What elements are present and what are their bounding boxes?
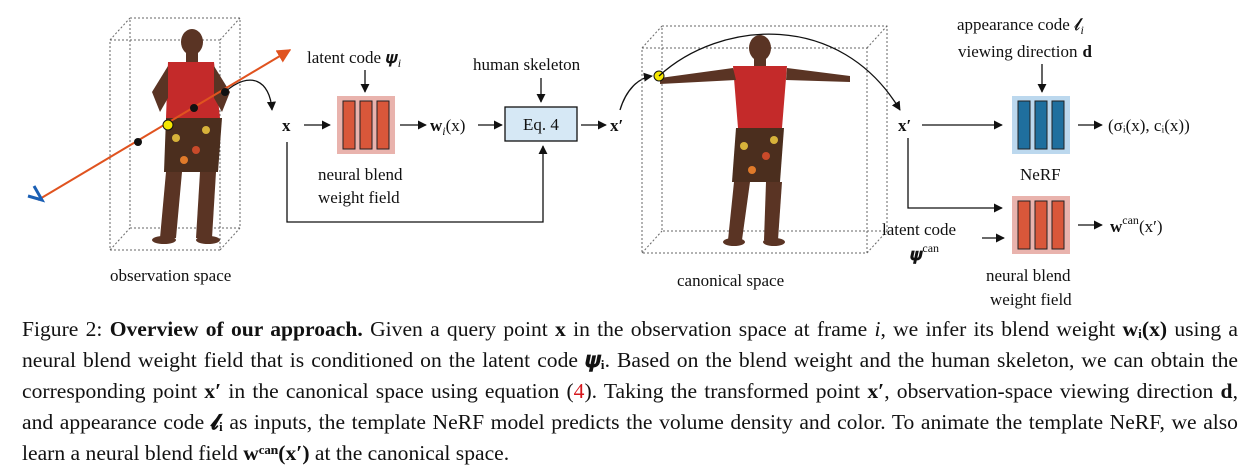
- svg-text:wcan(x′): wcan(x′): [1110, 213, 1162, 236]
- nbwf2-label-line1: neural blend: [986, 266, 1071, 285]
- blend-weight-subscript: i: [442, 124, 445, 138]
- wcan-arg: (x′): [1139, 217, 1163, 236]
- latent-code-can-line1: latent code: [882, 220, 956, 239]
- observation-bounding-box: [109, 17, 241, 251]
- caption-text-10: as inputs, the template NeRF model predi…: [22, 410, 1238, 465]
- wcan-superscript: can: [1122, 213, 1139, 227]
- caption-text-2: in the observation space at frame: [573, 317, 868, 341]
- right-x-prime: x′: [898, 116, 911, 135]
- viewing-direction-label: viewing direction: [958, 42, 1078, 61]
- observation-space-label: observation space: [110, 266, 231, 285]
- svg-text:wi(x): wi(x): [430, 116, 465, 138]
- caption-text-1: Given a query point: [370, 317, 548, 341]
- neural-blend-weight-field-block: [337, 96, 395, 154]
- latent-code-can-superscript: can: [922, 241, 939, 255]
- blend-weight-arg: (x): [446, 116, 466, 135]
- method-overview-diagram: observation space x latent code 𝝍i neura…: [27, 15, 1190, 309]
- nerf-label: NeRF: [1020, 165, 1061, 184]
- caption-title: Overview of our approach.: [109, 317, 363, 341]
- caption-x-prime-2: x′: [867, 379, 885, 403]
- eq4-label: Eq. 4: [523, 115, 559, 134]
- canonical-nbwf-block: [1012, 196, 1070, 254]
- nbwf-label-line1: neural blend: [318, 165, 403, 184]
- appearance-code-label: appearance code 𝓵: [957, 15, 1084, 34]
- caption-i: i: [874, 317, 881, 341]
- query-point-x: x: [282, 116, 291, 135]
- equation-reference-link[interactable]: 4: [573, 379, 585, 403]
- caption-wi: wᵢ(x): [1122, 317, 1168, 341]
- wcan-w: w: [1110, 217, 1123, 236]
- caption-text-7: ). Taking the transformed point: [584, 379, 861, 403]
- caption-text-8: , observation-space viewing direction: [884, 379, 1214, 403]
- observation-human-figure: [152, 29, 230, 244]
- latent-code-can-psi: 𝝍: [910, 245, 924, 264]
- eq4-box: [504, 106, 578, 142]
- blend-weight-w: w: [430, 116, 443, 135]
- canonical-space-label: canonical space: [677, 271, 784, 290]
- svg-text:𝝍can: 𝝍can: [910, 241, 939, 264]
- caption-text-5: . Based on the blend weight and the huma…: [22, 348, 1238, 403]
- appearance-code-subscript: i: [1081, 23, 1084, 37]
- human-skeleton-label: human skeleton: [473, 55, 581, 74]
- caption-wcan: wᶜᵃⁿ(x′): [243, 441, 310, 465]
- caption-label: Figure 2:: [22, 317, 103, 341]
- svg-text:appearance code 𝓵i: appearance code 𝓵i: [957, 15, 1084, 37]
- caption-ell: 𝓵ᵢ: [210, 410, 223, 434]
- caption-x-prime: x′: [204, 379, 222, 403]
- caption-psi: 𝝍ᵢ: [585, 348, 605, 372]
- nerf-output: (σᵢ(x), cᵢ(x)): [1108, 116, 1190, 135]
- nbwf-label-line2: weight field: [318, 188, 400, 207]
- latent-code-label: latent code 𝝍: [307, 48, 398, 67]
- caption-text-4: using a neural blend weight field that i…: [22, 317, 1238, 372]
- caption-text-11: at the canonical space.: [314, 441, 510, 465]
- caption-text-6: in the canonical space using equation (: [228, 379, 574, 403]
- camera-ray: [27, 49, 292, 203]
- caption-x: x: [555, 317, 566, 341]
- canonical-human-figure: [660, 35, 850, 246]
- caption-text-9: , and appearance code: [22, 379, 1238, 434]
- canonical-point-x-prime: x′: [610, 116, 623, 135]
- latent-code-subscript: i: [398, 56, 401, 70]
- figure-caption: Figure 2: Overview of our approach. Give…: [22, 314, 1238, 469]
- svg-text:latent code 𝝍i: latent code 𝝍i: [307, 48, 401, 70]
- caption-text-3: , we infer its blend weight: [880, 317, 1116, 341]
- nbwf2-label-line2: weight field: [990, 290, 1072, 309]
- caption-d: d: [1220, 379, 1233, 403]
- nerf-block: [1012, 96, 1070, 154]
- viewing-direction-var: d: [1082, 42, 1092, 61]
